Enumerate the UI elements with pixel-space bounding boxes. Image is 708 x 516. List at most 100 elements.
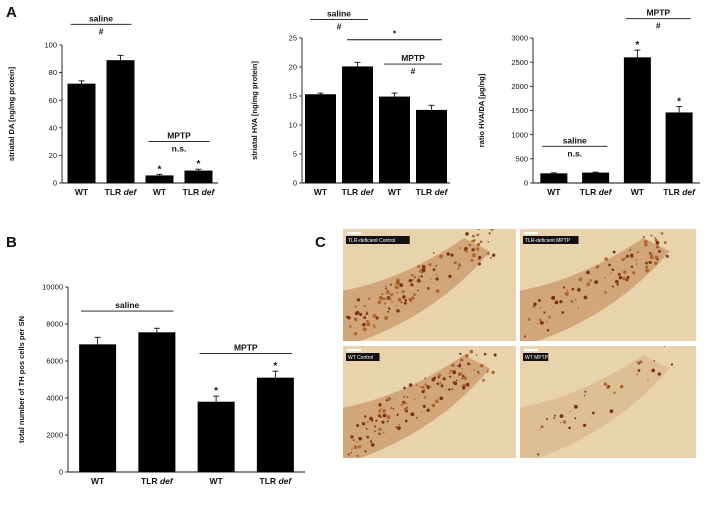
stained-cell xyxy=(430,278,432,280)
stained-cell xyxy=(421,390,425,394)
stained-cell xyxy=(539,320,544,325)
bar-3 xyxy=(416,109,447,183)
stained-cell xyxy=(424,377,427,380)
micrograph-label: TLR-deficient Control xyxy=(348,238,395,244)
annotation-mark: n.s. xyxy=(567,148,582,158)
stained-cell xyxy=(568,426,571,430)
stained-cell xyxy=(457,267,460,270)
stained-cell xyxy=(370,443,375,447)
stained-cell xyxy=(490,229,494,231)
stained-cell xyxy=(539,307,541,309)
stained-cell xyxy=(637,251,639,254)
stained-cell xyxy=(390,407,393,410)
chart-striatal-da: 0 20 40 60 80 100 striatal DA [ng/mg protein] W… xyxy=(7,13,218,197)
stained-cell xyxy=(448,274,452,279)
y-tick-label: 10000 xyxy=(42,283,63,292)
stained-cell xyxy=(492,253,496,257)
x-tick-label-main: TLR xyxy=(663,187,682,197)
stained-cell xyxy=(410,412,415,417)
x-tick-label-italic: def xyxy=(599,187,613,197)
stained-cell xyxy=(623,270,627,274)
stained-cell xyxy=(539,429,541,431)
stained-cell xyxy=(448,372,451,374)
stained-cell xyxy=(463,376,467,380)
stained-cell xyxy=(374,425,377,428)
micrograph-0: TLR-deficient Control xyxy=(343,223,516,341)
annotation-label: MPTP xyxy=(234,343,258,353)
stained-cell xyxy=(645,261,648,265)
annotation-label: MPTP xyxy=(401,53,425,63)
stained-cell xyxy=(378,409,382,413)
annotation-label: saline xyxy=(115,300,139,310)
stained-cell xyxy=(559,421,562,424)
stained-cell xyxy=(663,346,666,348)
stained-cell xyxy=(586,282,591,287)
stained-cell xyxy=(363,304,367,308)
stained-cell xyxy=(349,325,352,328)
stained-cell xyxy=(459,358,464,362)
stained-cell xyxy=(390,283,393,286)
micrograph-background xyxy=(520,229,696,341)
x-tick-label: TLR def xyxy=(663,187,696,197)
x-tick-label-main: TLR xyxy=(183,187,202,197)
stained-cell xyxy=(410,283,414,287)
y-tick-label: 8000 xyxy=(46,320,63,329)
stained-cell xyxy=(366,319,370,324)
stained-cell xyxy=(604,291,607,294)
stained-cell xyxy=(466,250,469,253)
stained-tissue-region xyxy=(343,354,491,458)
stained-cell xyxy=(363,415,367,418)
annotation-label: MPTP xyxy=(646,8,670,18)
micrograph-label: TLR-deficient MPTP xyxy=(525,238,571,244)
stained-cell xyxy=(451,388,454,391)
bar-3 xyxy=(256,377,294,472)
stained-cell xyxy=(608,263,611,267)
y-tick-label: 20 xyxy=(49,151,57,160)
stained-cell xyxy=(465,382,470,387)
stained-cell xyxy=(619,384,624,389)
stained-tissue-region xyxy=(520,354,670,458)
stained-cell xyxy=(374,430,376,433)
stained-cell xyxy=(649,251,651,254)
annotation-label: MPTP xyxy=(167,131,191,141)
significance-star: * xyxy=(158,164,162,175)
y-axis-label: striatal HVA [ng/mg protein] xyxy=(250,61,259,160)
stained-cell xyxy=(571,287,575,291)
x-tick-label: WT xyxy=(75,187,89,197)
stained-cell xyxy=(366,420,369,423)
stained-cell xyxy=(365,312,369,315)
stained-cell xyxy=(482,378,485,382)
stained-cell xyxy=(474,239,476,241)
stained-cell xyxy=(477,262,481,266)
stained-cell xyxy=(578,277,583,282)
stained-cell xyxy=(655,245,660,249)
stained-cell xyxy=(364,450,367,453)
stained-cell xyxy=(649,255,654,260)
stained-cell xyxy=(486,369,489,372)
stained-cell xyxy=(611,285,614,288)
stained-cell xyxy=(450,253,453,256)
annotation-mark: # xyxy=(337,21,342,31)
stained-cell xyxy=(546,329,550,332)
stained-cell xyxy=(475,354,478,356)
x-tick-label-italic: def xyxy=(435,187,449,197)
stained-cell xyxy=(480,223,482,225)
stained-cell xyxy=(403,386,406,390)
stained-cell xyxy=(417,289,419,292)
x-tick-label: TLR def xyxy=(105,187,138,197)
stained-cell xyxy=(488,232,491,235)
stained-cell xyxy=(386,420,389,423)
stained-cell xyxy=(382,409,386,413)
x-tick-label-italic: def xyxy=(278,476,292,486)
stained-cell xyxy=(612,250,616,254)
stained-cell xyxy=(442,377,446,381)
stained-cell xyxy=(635,259,638,262)
stained-cell xyxy=(377,300,382,305)
stained-cell xyxy=(610,272,613,274)
annotation-mark: # xyxy=(99,26,104,36)
annotation-label: saline xyxy=(563,135,587,145)
stained-cell xyxy=(408,279,413,283)
stained-cell xyxy=(435,399,439,404)
stained-cell xyxy=(392,408,395,410)
stained-cell xyxy=(480,363,484,368)
